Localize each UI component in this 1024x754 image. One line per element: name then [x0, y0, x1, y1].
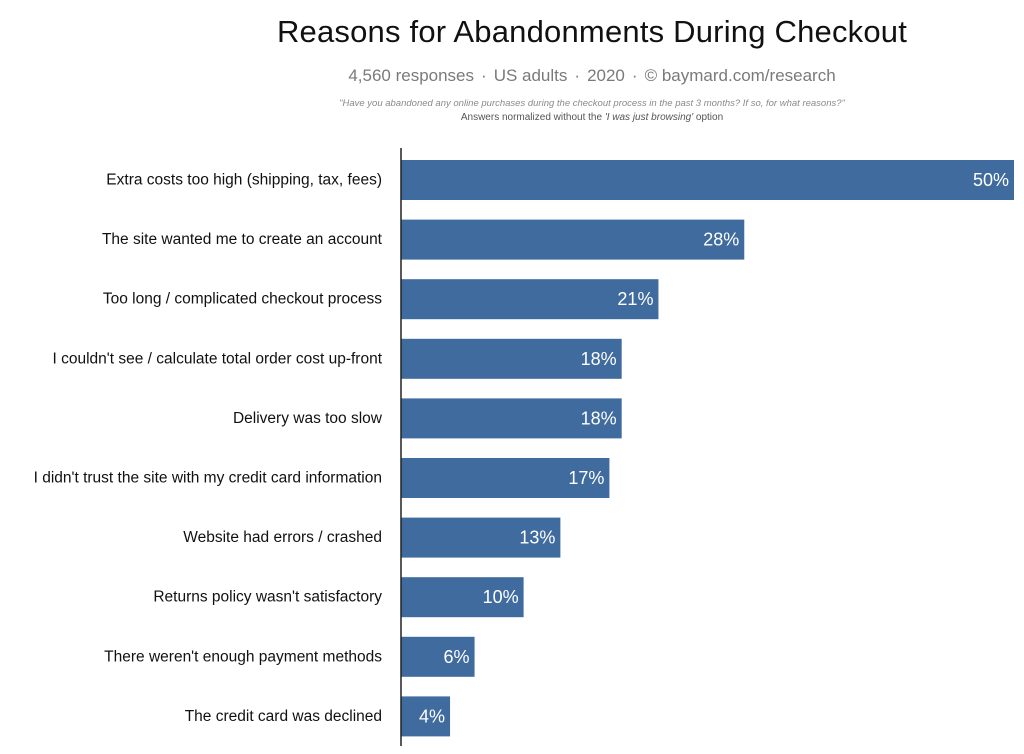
source-label: baymard.com/research: [661, 66, 836, 85]
category-label: The credit card was declined: [185, 708, 382, 725]
category-label: I couldn't see / calculate total order c…: [53, 350, 383, 367]
value-label: 18%: [581, 408, 617, 428]
value-label: 6%: [444, 647, 470, 667]
category-label: Delivery was too slow: [233, 410, 383, 427]
category-label: I didn't trust the site with my credit c…: [34, 470, 382, 487]
bar: [401, 577, 524, 618]
bar: [401, 279, 659, 320]
separator: ·: [481, 66, 487, 85]
bar: [401, 338, 622, 379]
value-label: 21%: [617, 289, 653, 309]
normalization-note: Answers normalized without the 'I was ju…: [0, 112, 1024, 123]
note-suffix: option: [693, 112, 724, 123]
value-label: 28%: [703, 230, 739, 250]
survey-question: "Have you abandoned any online purchases…: [339, 98, 845, 109]
value-label: 10%: [483, 587, 519, 607]
category-label: The site wanted me to create an account: [102, 231, 383, 248]
category-label: Too long / complicated checkout process: [103, 291, 382, 308]
population: US adults: [493, 66, 568, 85]
note-emphasis: 'I was just browsing': [604, 112, 694, 123]
value-label: 4%: [419, 706, 445, 726]
category-label: Extra costs too high (shipping, tax, fee…: [106, 172, 382, 189]
note-prefix: Answers normalized without the: [460, 112, 605, 123]
bars-layer: Extra costs too high (shipping, tax, fee…: [34, 160, 1014, 737]
chart-subtitle: 4,560 responses · US adults · 2020 · © baymard…: [0, 66, 1024, 86]
bar: [401, 458, 610, 498]
separator: ·: [574, 66, 581, 85]
value-label: 18%: [581, 349, 617, 369]
bar: [401, 696, 451, 737]
separator: ·: [631, 66, 638, 85]
value-label: 17%: [568, 468, 604, 488]
survey-year: 2020: [587, 66, 625, 85]
value-label: 50%: [973, 170, 1009, 190]
bar: [401, 398, 622, 439]
bar: [401, 219, 745, 260]
bar: [401, 160, 1014, 200]
chart-title: Reasons for Abandonments During Checkout: [276, 14, 908, 49]
category-label: Website had errors / crashed: [183, 529, 382, 546]
bar: [401, 517, 561, 558]
copyright-icon: ©: [644, 66, 658, 85]
category-label: There weren't enough payment methods: [104, 648, 382, 665]
category-label: Returns policy wasn't satisfactory: [153, 589, 382, 606]
responses-count: 4,560 responses: [348, 66, 475, 85]
bar: [401, 636, 475, 677]
value-label: 13%: [519, 528, 555, 548]
